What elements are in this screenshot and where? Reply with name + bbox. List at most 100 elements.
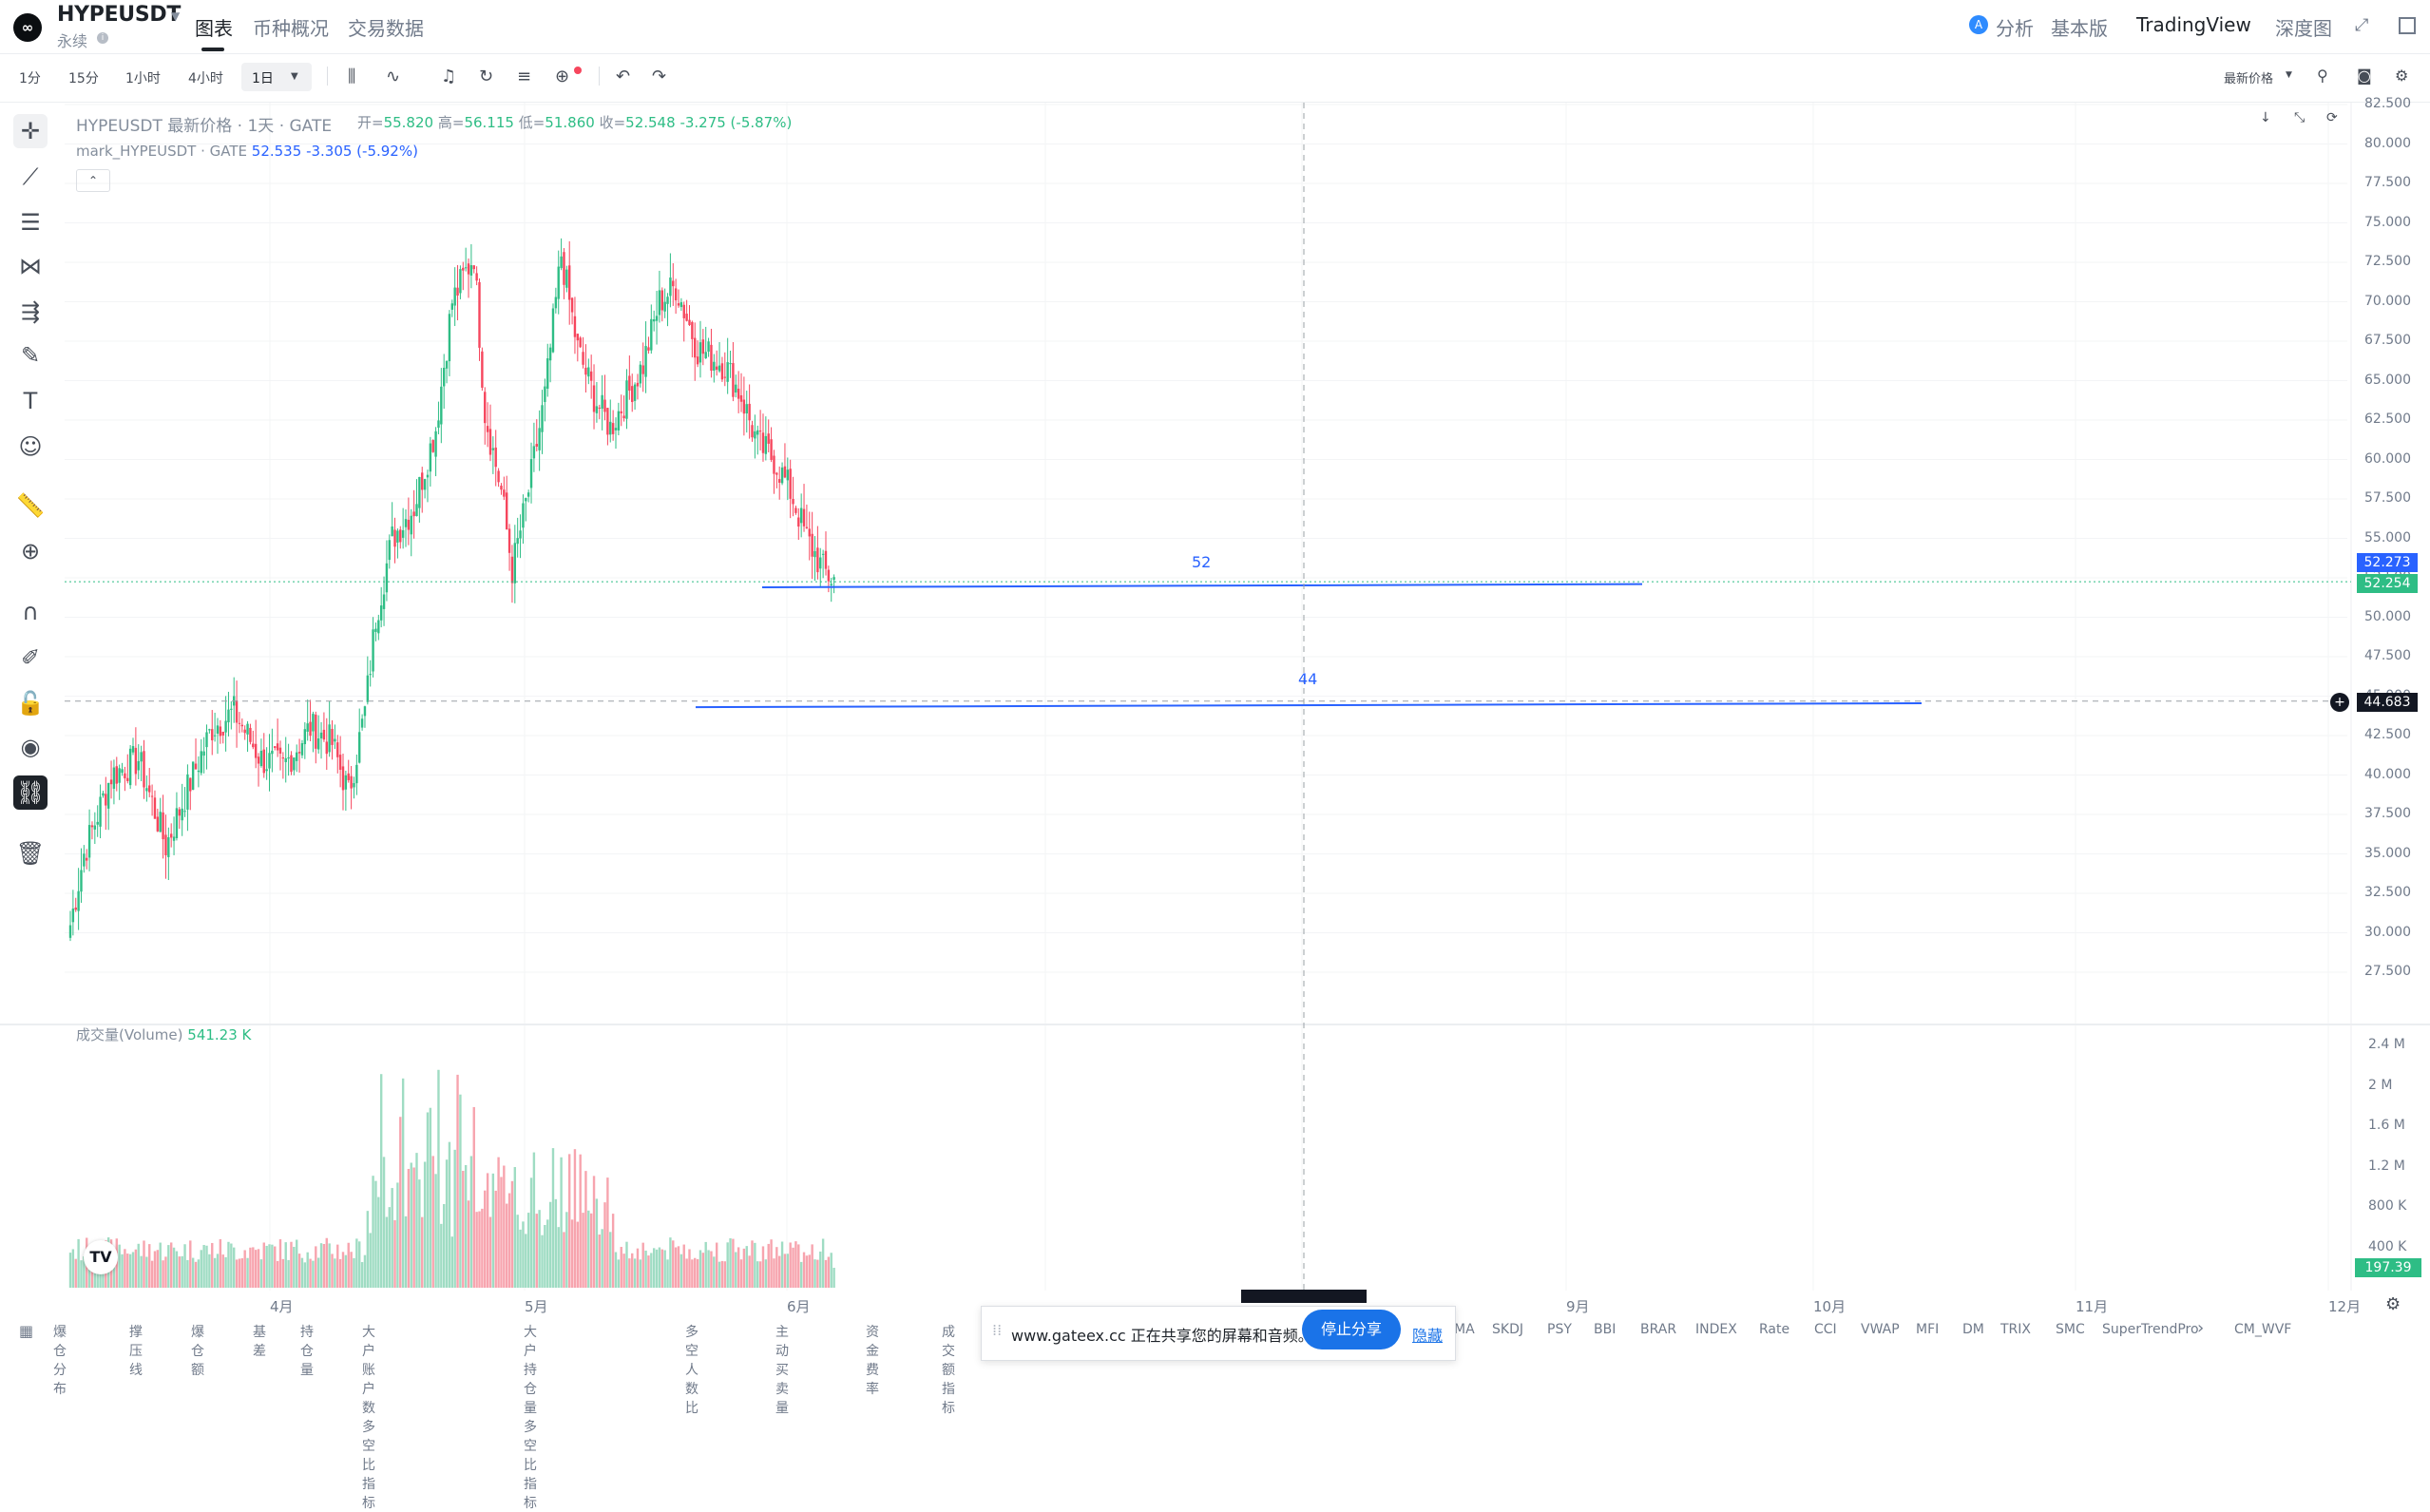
tab-coin-overview[interactable]: 币种概况 [253, 17, 329, 40]
indicator-item[interactable]: BBI [1594, 1322, 1617, 1337]
undo-icon[interactable]: ↶ [616, 67, 631, 86]
gear-icon[interactable]: ⚙ [2395, 67, 2409, 85]
indicator-item[interactable]: SMC [2056, 1322, 2085, 1337]
collapse-legend-button[interactable]: ⌃ [76, 169, 110, 192]
volume-bar [568, 1154, 571, 1288]
search-icon[interactable]: ⚲ [2317, 67, 2328, 85]
indicator-item[interactable]: MA [1454, 1322, 1475, 1337]
indicator-item[interactable]: 大户账户数多空比指标 [362, 1325, 375, 1511]
replay-icon[interactable]: ↻ [479, 67, 494, 86]
candle-body [399, 529, 402, 543]
lock-drawing-icon[interactable]: ✐ [20, 644, 41, 671]
timeframe-1d[interactable]: 1日 [252, 71, 274, 86]
price-axis-label: 65.000 [2364, 372, 2411, 388]
fullscreen-icon[interactable] [2399, 17, 2416, 34]
indicator-item[interactable]: 爆仓额 [191, 1325, 204, 1378]
text-tool-icon[interactable]: T [23, 388, 38, 414]
ruler-tool-icon[interactable]: 📏 [16, 492, 45, 519]
camera-icon[interactable]: ◙ [2357, 67, 2372, 85]
basic-view-button[interactable]: 基本版 [2051, 17, 2108, 40]
prediction-tool-icon[interactable]: ⇶ [20, 298, 41, 325]
fib-tool-icon[interactable]: ☰ [20, 209, 41, 236]
candle-body [745, 404, 748, 414]
trash-icon[interactable]: 🗑 [15, 840, 46, 867]
chevron-right-icon[interactable]: › [2197, 1318, 2205, 1338]
hide-share-bar-link[interactable]: 隐藏 [1412, 1327, 1444, 1345]
candle-body [121, 769, 124, 774]
indicator-item[interactable]: VWAP [1861, 1322, 1900, 1337]
crosshair-tool-icon[interactable]: ✛ [13, 114, 48, 148]
indicator-item[interactable]: 多空人数比 [685, 1325, 698, 1416]
indicator-item[interactable]: INDEX [1695, 1322, 1737, 1337]
symbol-selector[interactable]: HYPEUSDT [57, 3, 182, 27]
ai-analysis-icon[interactable]: A [1969, 15, 1988, 34]
indicator-item[interactable]: SKDJ [1492, 1322, 1523, 1337]
timeframe-dropdown-icon[interactable]: ▼ [291, 71, 298, 82]
indicator-item[interactable]: PSY [1547, 1322, 1572, 1337]
candle-type-icon[interactable]: ⫼ [348, 67, 356, 86]
indicator-item[interactable]: 基差 [253, 1325, 266, 1359]
redo-icon[interactable]: ↷ [652, 67, 667, 86]
emoji-tool-icon[interactable]: ☺ [18, 433, 43, 460]
indicator-item[interactable]: MFI [1916, 1322, 1940, 1337]
calendar-icon[interactable]: ▦ [19, 1322, 34, 1340]
settings-icon[interactable]: ⚙ [2385, 1294, 2401, 1314]
price-type-select[interactable]: 最新价格 [2224, 72, 2274, 86]
volume-bar [374, 1180, 377, 1288]
pattern-tool-icon[interactable]: ⋈ [19, 253, 42, 279]
add-icon[interactable]: ⊕ [555, 67, 570, 86]
tradingview-view-button[interactable]: TradingView [2136, 13, 2251, 36]
indicators-icon[interactable]: ∿ [386, 67, 401, 86]
indicator-item[interactable]: 爆仓分布 [53, 1325, 67, 1397]
indicator-item[interactable]: Rate [1759, 1322, 1790, 1337]
alert-icon[interactable]: ♫ [441, 67, 457, 86]
timeframe-15m[interactable]: 15分 [68, 71, 99, 86]
timeframe-1h[interactable]: 1小时 [125, 71, 161, 86]
tab-chart[interactable]: 图表 [195, 17, 233, 40]
zoom-in-icon[interactable]: ⊕ [20, 538, 41, 565]
trendline-tool-icon[interactable]: ⟋ [22, 163, 39, 190]
eye-icon[interactable]: ◉ [20, 734, 41, 760]
analysis-button[interactable]: 分析 [1996, 17, 2034, 40]
expand-icon[interactable]: ⤢ [2355, 15, 2369, 35]
indicator-item[interactable]: 撑压线 [129, 1325, 143, 1378]
lock-icon[interactable]: 🔓 [16, 690, 45, 717]
depth-chart-button[interactable]: 深度图 [2275, 17, 2332, 40]
indicator-item[interactable]: SuperTrendPro [2102, 1322, 2199, 1337]
indicator-item[interactable]: 成交额指标 [942, 1325, 955, 1416]
indicator-item[interactable]: 大户持仓量多空比指标 [524, 1325, 537, 1511]
link-icon[interactable]: ⛓ [13, 775, 48, 810]
indicator-item[interactable]: 主动买卖量 [775, 1325, 789, 1416]
candle-body [554, 297, 558, 309]
magnet-icon[interactable]: ∩ [22, 599, 39, 625]
candle-body [617, 411, 621, 431]
collapse-icon[interactable]: ⤡ [2294, 110, 2306, 125]
indicator-item[interactable]: BRAR [1640, 1322, 1677, 1337]
candle-body [172, 836, 176, 841]
support-line-44[interactable] [695, 701, 1923, 709]
indicator-item[interactable]: 资金费率 [866, 1325, 879, 1397]
drag-handle-icon[interactable]: ⁞⁞ [992, 1321, 1003, 1339]
chevron-down-icon[interactable]: ▼ [171, 10, 181, 23]
chevron-down-icon[interactable]: ▼ [2286, 70, 2292, 80]
reset-icon[interactable]: ⟳ [2326, 110, 2338, 125]
indicator-item[interactable]: CCI [1814, 1322, 1837, 1337]
tab-trading-data[interactable]: 交易数据 [348, 17, 424, 40]
tradingview-logo[interactable]: TV [84, 1240, 118, 1274]
templates-icon[interactable]: ≡ [517, 67, 532, 86]
info-icon[interactable]: i [97, 32, 108, 44]
brush-tool-icon[interactable]: ✎ [20, 342, 41, 369]
gate-logo-icon[interactable]: ∞ [13, 13, 42, 42]
indicator-item[interactable]: DM [1962, 1322, 1984, 1337]
timeframe-4h[interactable]: 4小时 [188, 71, 223, 86]
timeframe-1m[interactable]: 1分 [19, 71, 41, 86]
arrow-down-icon[interactable]: ↓ [2260, 110, 2271, 125]
indicator-item[interactable]: TRIX [2000, 1322, 2031, 1337]
stop-sharing-button[interactable]: 停止分享 [1302, 1310, 1401, 1349]
volume-bar [494, 1190, 497, 1288]
indicator-item[interactable]: CM_WVF [2234, 1322, 2292, 1337]
add-alert-icon[interactable]: + [2330, 693, 2349, 712]
support-line-52[interactable] [761, 583, 1643, 588]
indicator-item[interactable]: 持仓量 [300, 1325, 314, 1378]
price-chart[interactable] [0, 103, 2430, 1300]
